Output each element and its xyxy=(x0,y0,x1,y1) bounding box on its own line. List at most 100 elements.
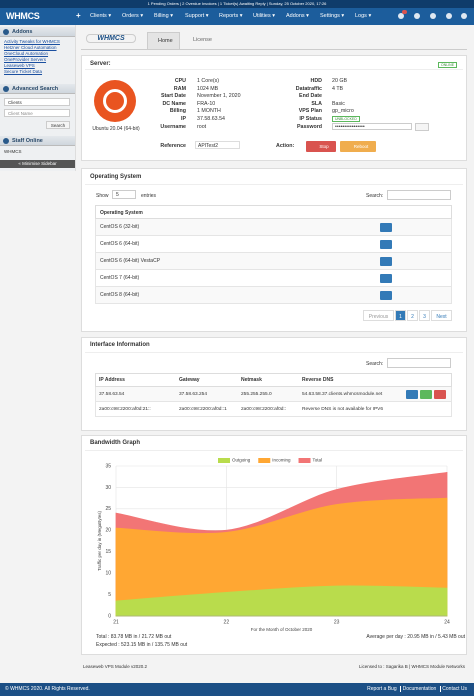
search-input[interactable]: Client Name xyxy=(4,109,70,117)
sidebar-link[interactable]: OneProvider Servers xyxy=(4,57,47,62)
page-button[interactable]: Previous xyxy=(363,310,394,321)
search-button[interactable]: Search xyxy=(46,121,70,129)
panel-title: Interface Information xyxy=(90,342,150,348)
install-button[interactable] xyxy=(380,274,392,283)
footer-link[interactable]: Documentation xyxy=(402,686,437,692)
sidebar-icon xyxy=(3,86,9,92)
field-label: CPU xyxy=(174,78,186,84)
os-logo-ring xyxy=(103,89,127,113)
row-button[interactable] xyxy=(406,390,418,399)
footer-link[interactable]: Report a Bug xyxy=(367,686,397,692)
page-button[interactable]: 2 xyxy=(407,310,418,321)
sidebar-header xyxy=(0,136,75,146)
field-label: End Date xyxy=(299,93,322,100)
row-button[interactable] xyxy=(434,390,446,399)
field-label: SLA xyxy=(311,100,322,107)
y-axis-label: Traffic per day in (MegaBytes) xyxy=(97,510,102,571)
bandwidth-average: Average per day : 20.95 MB in / 5.43 MB … xyxy=(366,634,465,640)
nav-item[interactable]: Reports ▾ xyxy=(219,13,243,19)
minimise[interactable]: « Minimise Sidebar xyxy=(0,160,75,168)
separator xyxy=(439,686,441,692)
install-button[interactable] xyxy=(380,240,392,249)
panel-title: Bandwidth Graph xyxy=(90,440,140,446)
row-button[interactable] xyxy=(420,390,432,399)
nav-item[interactable]: Addons ▾ xyxy=(286,13,309,19)
nav-item[interactable]: Settings ▾ xyxy=(320,13,345,19)
nav-item[interactable]: Billing ▾ xyxy=(154,13,173,19)
footer-module: Leaseweb VPS Module v2020.2 xyxy=(83,664,148,669)
tab-line xyxy=(81,49,467,50)
tab-brand: WHMCS xyxy=(86,34,136,43)
field-value: 20 GB xyxy=(332,78,348,84)
page-button[interactable]: 3 xyxy=(419,310,430,321)
separator xyxy=(400,686,401,692)
sidebar-link[interactable]: Secure Ticket Data xyxy=(4,69,43,74)
install-button[interactable] xyxy=(380,257,392,266)
copyright: © WHMCS 2020. All Rights Reserved. xyxy=(5,686,90,692)
badge xyxy=(402,10,407,14)
search-select[interactable]: Clients xyxy=(4,98,70,106)
action-button[interactable]: Reboot xyxy=(340,141,376,152)
y-tick-label: 30 xyxy=(105,485,111,491)
column-header: IP Address xyxy=(99,377,125,383)
nav-icon xyxy=(398,13,404,19)
legend-label: Incoming xyxy=(272,458,291,463)
nav-item[interactable]: Support ▾ xyxy=(185,13,209,19)
tab[interactable]: License xyxy=(193,37,212,43)
cell: Reverse DNS is not available for IPV6 xyxy=(302,407,384,412)
top-notice: 1 Pending Orders | 2 Overdue Invoices | … xyxy=(147,1,327,6)
cell: 2a00:c98:2200:af0d::1 xyxy=(179,407,227,412)
field-value: 4 TB xyxy=(332,85,344,92)
nav-item[interactable]: Logs ▾ xyxy=(355,13,372,19)
sidebar-link[interactable]: OneCloud Automation xyxy=(4,51,49,56)
cell: 2a00:c98:2200:af0d:: xyxy=(241,407,287,412)
sidebar-title: Staff Online xyxy=(12,138,43,144)
cell: 255.255.255.0 xyxy=(241,392,272,397)
table-row: CentOS 7 (64-bit) xyxy=(95,270,452,287)
sidebar-title: Advanced Search xyxy=(12,86,59,92)
panel-title: Server: xyxy=(90,61,111,67)
nav-item[interactable]: Utilities ▾ xyxy=(253,13,276,19)
label: Search: xyxy=(366,361,384,367)
tab[interactable]: Home xyxy=(147,32,180,49)
legend-swatch xyxy=(258,458,271,463)
cell: 54.63.58.37.clients.whmcsmodule.net xyxy=(302,392,383,397)
y-tick-label: 10 xyxy=(105,570,111,576)
sidebar-link[interactable]: Hetzner Cloud Automation xyxy=(4,45,57,50)
sidebar-link[interactable]: Leaseweb VPS xyxy=(4,63,35,68)
legend-swatch xyxy=(298,458,311,463)
table-row xyxy=(95,387,452,402)
field-value: Basic xyxy=(332,100,345,107)
length-select[interactable]: 5 xyxy=(112,190,136,199)
footer-link[interactable]: Contact Us xyxy=(442,686,467,692)
search-input xyxy=(387,190,451,200)
page-button[interactable]: 1 xyxy=(395,310,406,321)
table-header: Operating System xyxy=(95,205,452,219)
logo[interactable]: WHMCS xyxy=(6,11,40,21)
action-button[interactable]: Stop xyxy=(306,141,336,152)
bandwidth-total: Total : 83.78 MB in / 21.72 MB out xyxy=(96,634,172,640)
top-strip xyxy=(0,0,474,8)
label: Search: xyxy=(366,193,384,199)
nav-item[interactable]: Orders ▾ xyxy=(122,13,144,19)
field-value: November 1, 2020 xyxy=(197,93,241,100)
field-label: RAM xyxy=(173,85,186,92)
x-tick-label: 24 xyxy=(444,619,450,625)
label: Show xyxy=(96,193,109,199)
field-value: 37.58.63.54 xyxy=(197,116,225,122)
install-button[interactable] xyxy=(380,223,392,232)
y-tick-label: 5 xyxy=(108,592,111,598)
field-value: gp_micro xyxy=(332,108,354,115)
navbar xyxy=(0,8,474,25)
nav-item[interactable]: Clients ▾ xyxy=(90,13,112,19)
password-field[interactable]: •••••••••••••••• xyxy=(332,122,412,130)
install-button[interactable] xyxy=(380,291,392,300)
area xyxy=(115,585,448,617)
sidebar-link[interactable]: Activity Tweaks for WHMCS xyxy=(4,39,60,44)
field-label: IP Status xyxy=(299,116,322,122)
table-row: CentOS 8 (64-bit) xyxy=(95,287,452,304)
field-label: HDD xyxy=(310,78,322,84)
field-label: IP xyxy=(180,116,186,122)
page-button[interactable]: Next xyxy=(431,310,452,321)
